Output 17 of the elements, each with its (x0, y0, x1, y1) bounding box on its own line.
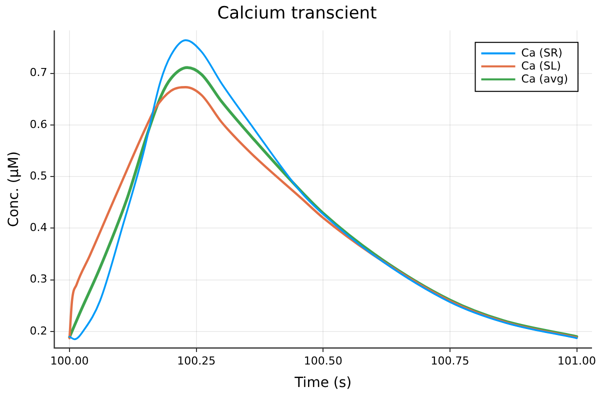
y-tick-label: 0.3 (30, 272, 48, 286)
legend-label: Ca (SL) (521, 59, 561, 72)
x-tick-label: 100.00 (50, 354, 89, 368)
y-tick-label: 0.5 (30, 169, 48, 182)
y-tick-label: 0.7 (30, 66, 48, 80)
x-tick-label: 100.25 (177, 354, 216, 368)
y-axis-title: Conc. (μM) (6, 151, 22, 228)
y-tick-label: 0.4 (30, 221, 48, 234)
legend-label: Ca (avg) (521, 72, 568, 86)
y-tick-label: 0.6 (30, 118, 48, 131)
x-tick-label: 100.75 (430, 354, 470, 368)
y-tick-label: 0.2 (30, 324, 48, 338)
x-axis-title: Time (s) (294, 375, 352, 392)
legend-label: Ca (SR) (521, 46, 562, 60)
x-tick-label: 100.50 (304, 354, 342, 368)
x-tick-label: 101.00 (558, 354, 596, 368)
chart-title: Calcium transcient (217, 4, 378, 24)
